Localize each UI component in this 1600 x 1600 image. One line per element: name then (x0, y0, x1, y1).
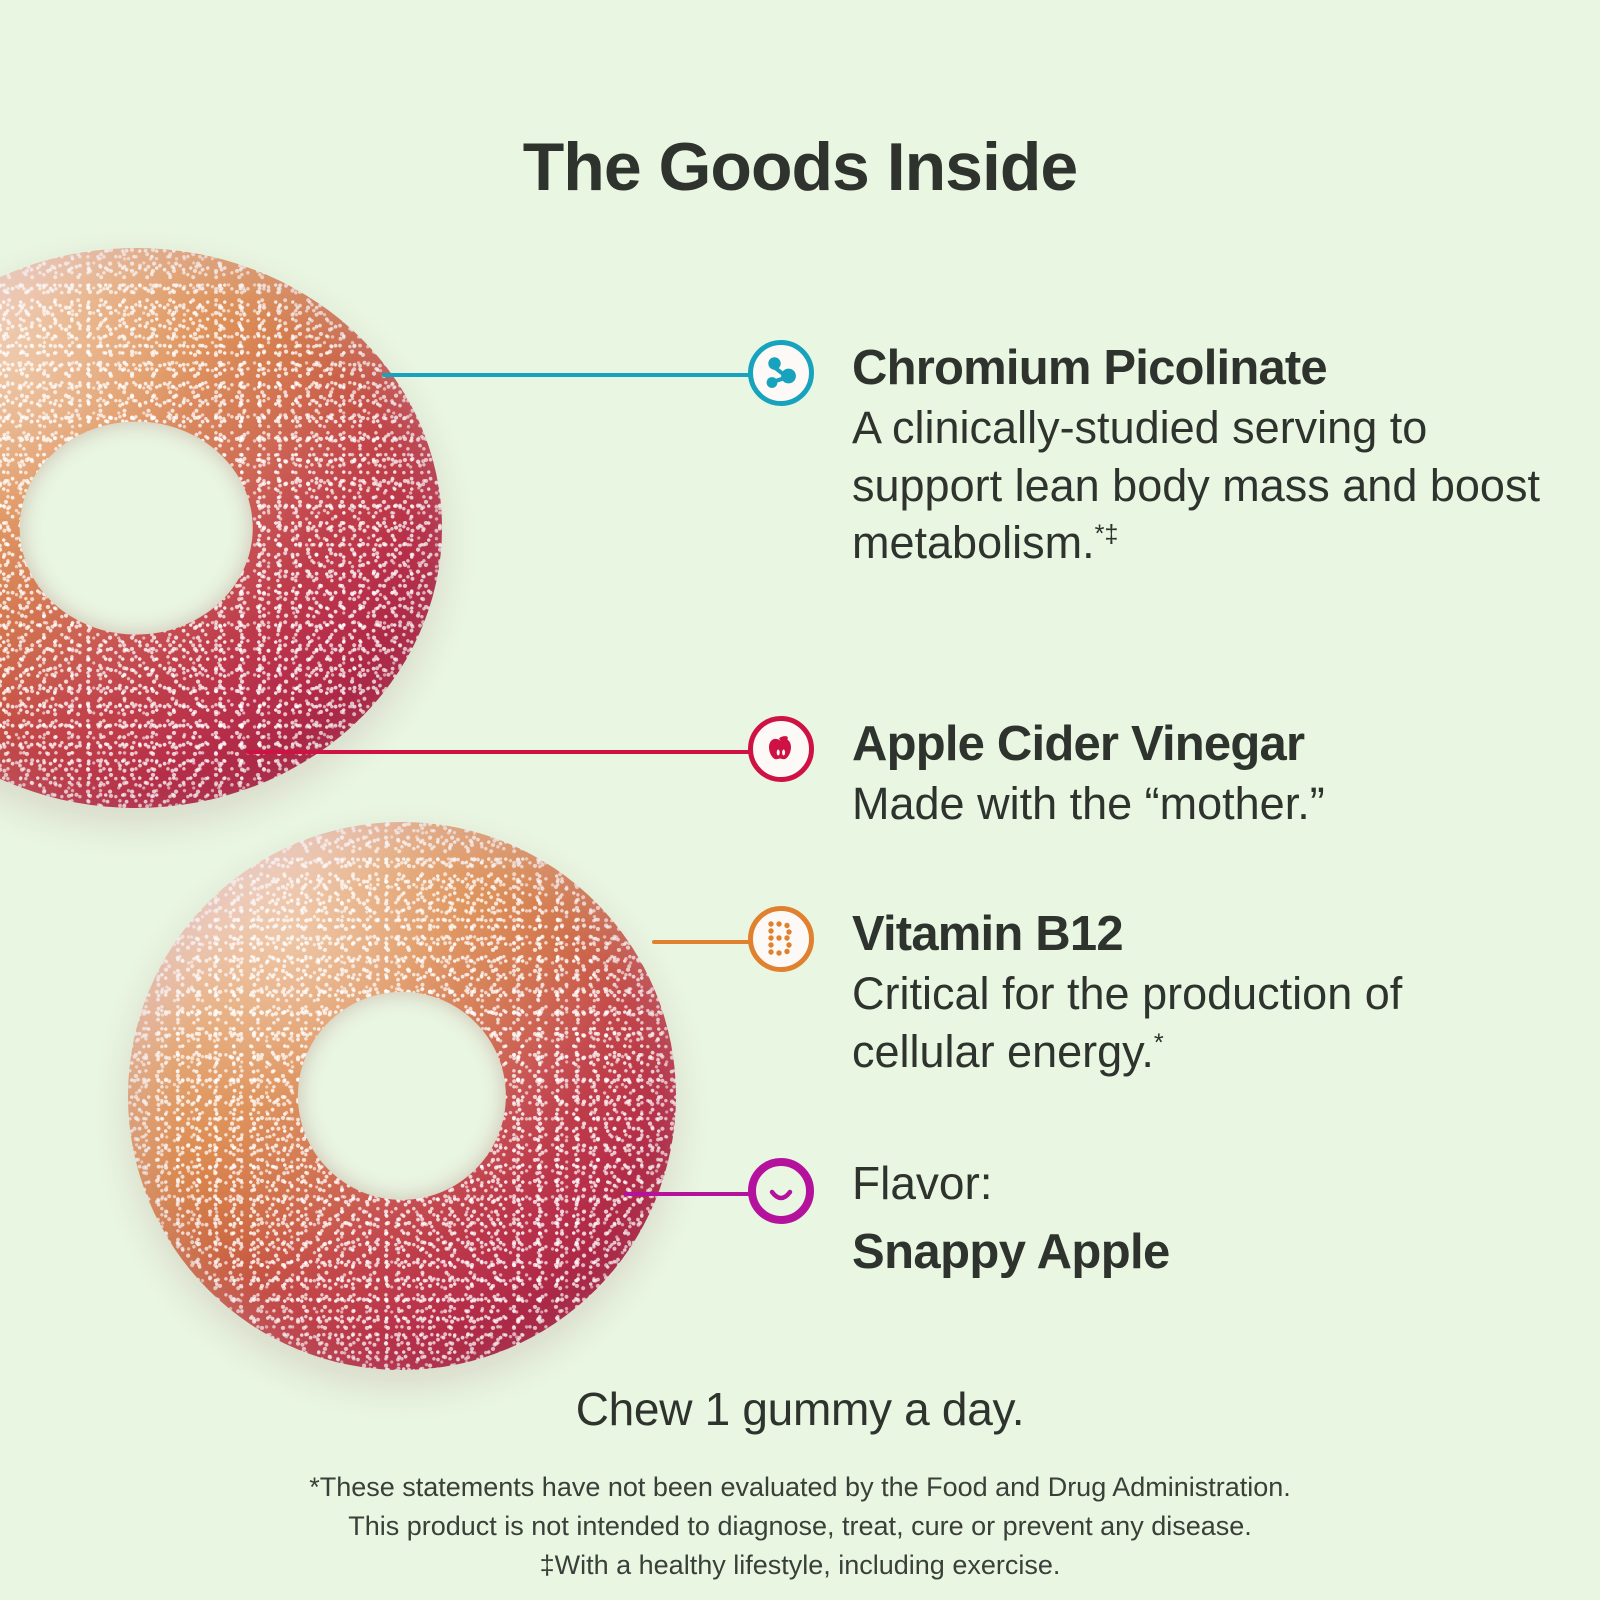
gummy-image-top (0, 248, 442, 808)
ingredient-row-chromium-picolinate: Chromium Picolinate A clinically-studied… (748, 340, 1542, 572)
smile-icon (748, 1158, 814, 1224)
footnote-marker: * (1153, 1028, 1164, 1057)
ingredient-title: Chromium Picolinate (852, 341, 1328, 395)
disclaimer-line-2: This product is not intended to diagnose… (348, 1511, 1252, 1542)
flavor-label: Flavor: (852, 1157, 993, 1209)
ingredient-description: Made with the “mother.” (852, 778, 1325, 829)
molecule-icon (748, 340, 814, 406)
disclaimer-line-1: *These statements have not been evaluate… (309, 1472, 1291, 1502)
footnote-marker: *‡ (1094, 520, 1119, 549)
connector-line-apple-cider-vinegar (246, 750, 758, 754)
connector-line-vitamin-b12 (652, 940, 760, 944)
disclaimer: *These statements have not been evaluate… (0, 1468, 1600, 1585)
ingredient-row-vitamin-b12: Vitamin B12 Critical for the production … (748, 906, 1542, 1080)
connector-line-flavor (624, 1192, 760, 1196)
ingredient-description-text: A clinically-studied serving to support … (852, 402, 1540, 569)
ingredient-row-apple-cider-vinegar: Apple Cider Vinegar Made with the “mothe… (748, 716, 1325, 833)
ingredient-text-apple-cider-vinegar: Apple Cider Vinegar Made with the “mothe… (852, 716, 1325, 833)
ingredient-title: Vitamin B12 (852, 907, 1124, 961)
flavor-text: Flavor: Snappy Apple (852, 1158, 1170, 1277)
vitamin-b-dots-icon (748, 906, 814, 972)
ingredient-description: A clinically-studied serving to support … (852, 399, 1542, 572)
connector-line-chromium (382, 373, 756, 377)
gummy-image-bottom (128, 822, 676, 1370)
page-title: The Goods Inside (522, 129, 1079, 205)
ingredient-description: Critical for the production of cellular … (852, 965, 1542, 1080)
ingredient-description-text: Critical for the production of cellular … (852, 968, 1403, 1077)
disclaimer-line-3: ‡With a healthy lifestyle, including exe… (539, 1550, 1061, 1581)
ingredient-text-vitamin-b12: Vitamin B12 Critical for the production … (852, 906, 1542, 1080)
flavor-value: Snappy Apple (852, 1225, 1170, 1279)
dosage-instruction: Chew 1 gummy a day. (575, 1383, 1025, 1435)
ingredient-text-chromium-picolinate: Chromium Picolinate A clinically-studied… (852, 340, 1542, 572)
ingredient-title: Apple Cider Vinegar (852, 717, 1305, 771)
apple-icon (748, 716, 814, 782)
flavor-row: Flavor: Snappy Apple (748, 1158, 1170, 1277)
